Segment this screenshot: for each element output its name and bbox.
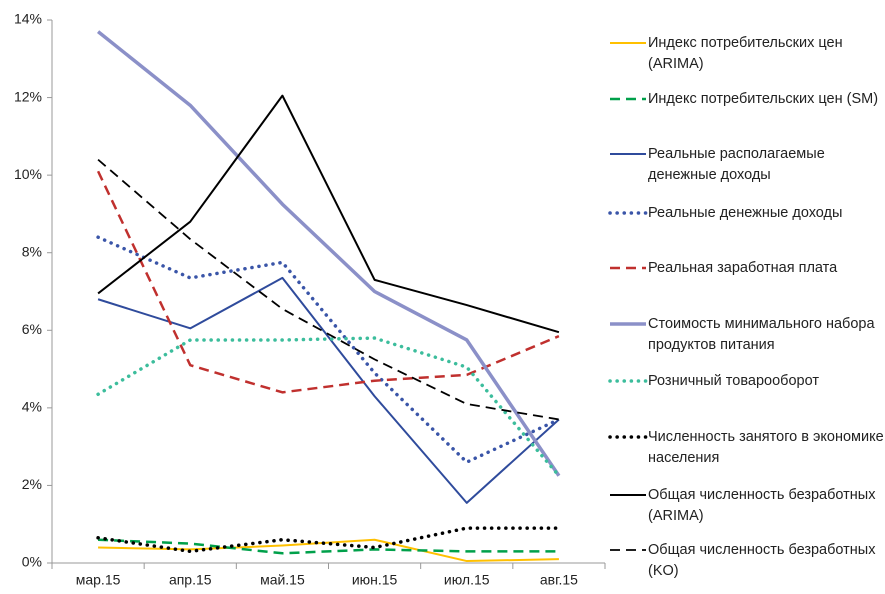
legend-label: Реальные располагаемые денежные доходы xyxy=(648,146,825,183)
y-tick-label: 0% xyxy=(22,554,42,570)
legend-label: Численность занятого в экономике населен… xyxy=(648,429,884,466)
series-line xyxy=(98,538,559,555)
legend-label: Стоимость минимального набора продуктов … xyxy=(648,316,875,353)
series-line xyxy=(97,94,560,334)
series-line xyxy=(97,276,560,504)
legend-label: Розничный товарооборот xyxy=(648,373,819,389)
legend-label: Реальные денежные доходы xyxy=(648,205,843,221)
legend-label: Общая численность безработных (KO) xyxy=(648,542,876,579)
legend-label: Реальная заработная плата xyxy=(648,260,838,276)
x-tick-label: июл.15 xyxy=(444,572,490,588)
y-tick-label: 4% xyxy=(22,399,42,415)
legend-label: Индекс потребительских цен (ARIMA) xyxy=(648,35,843,72)
y-tick-label: 14% xyxy=(14,11,42,27)
x-tick-label: апр.15 xyxy=(169,572,212,588)
y-tick-label: 2% xyxy=(22,476,42,492)
x-tick-label: мар.15 xyxy=(76,572,121,588)
series-line xyxy=(96,336,561,478)
x-tick-label: май.15 xyxy=(260,572,305,588)
legend-label: Общая численность безработных (ARIMA) xyxy=(648,487,876,524)
y-tick-label: 10% xyxy=(14,166,42,182)
series-line xyxy=(96,526,561,554)
x-tick-label: июн.15 xyxy=(352,572,398,588)
y-tick-label: 12% xyxy=(14,88,42,104)
series-line xyxy=(96,170,560,394)
x-tick-label: авг.15 xyxy=(540,572,578,588)
series-line xyxy=(96,30,561,477)
y-tick-label: 6% xyxy=(22,321,42,337)
legend-label: Индекс потребительских цен (SM) xyxy=(648,91,879,107)
y-tick-label: 8% xyxy=(22,243,42,259)
series-line xyxy=(97,158,560,421)
series-line xyxy=(96,235,561,464)
